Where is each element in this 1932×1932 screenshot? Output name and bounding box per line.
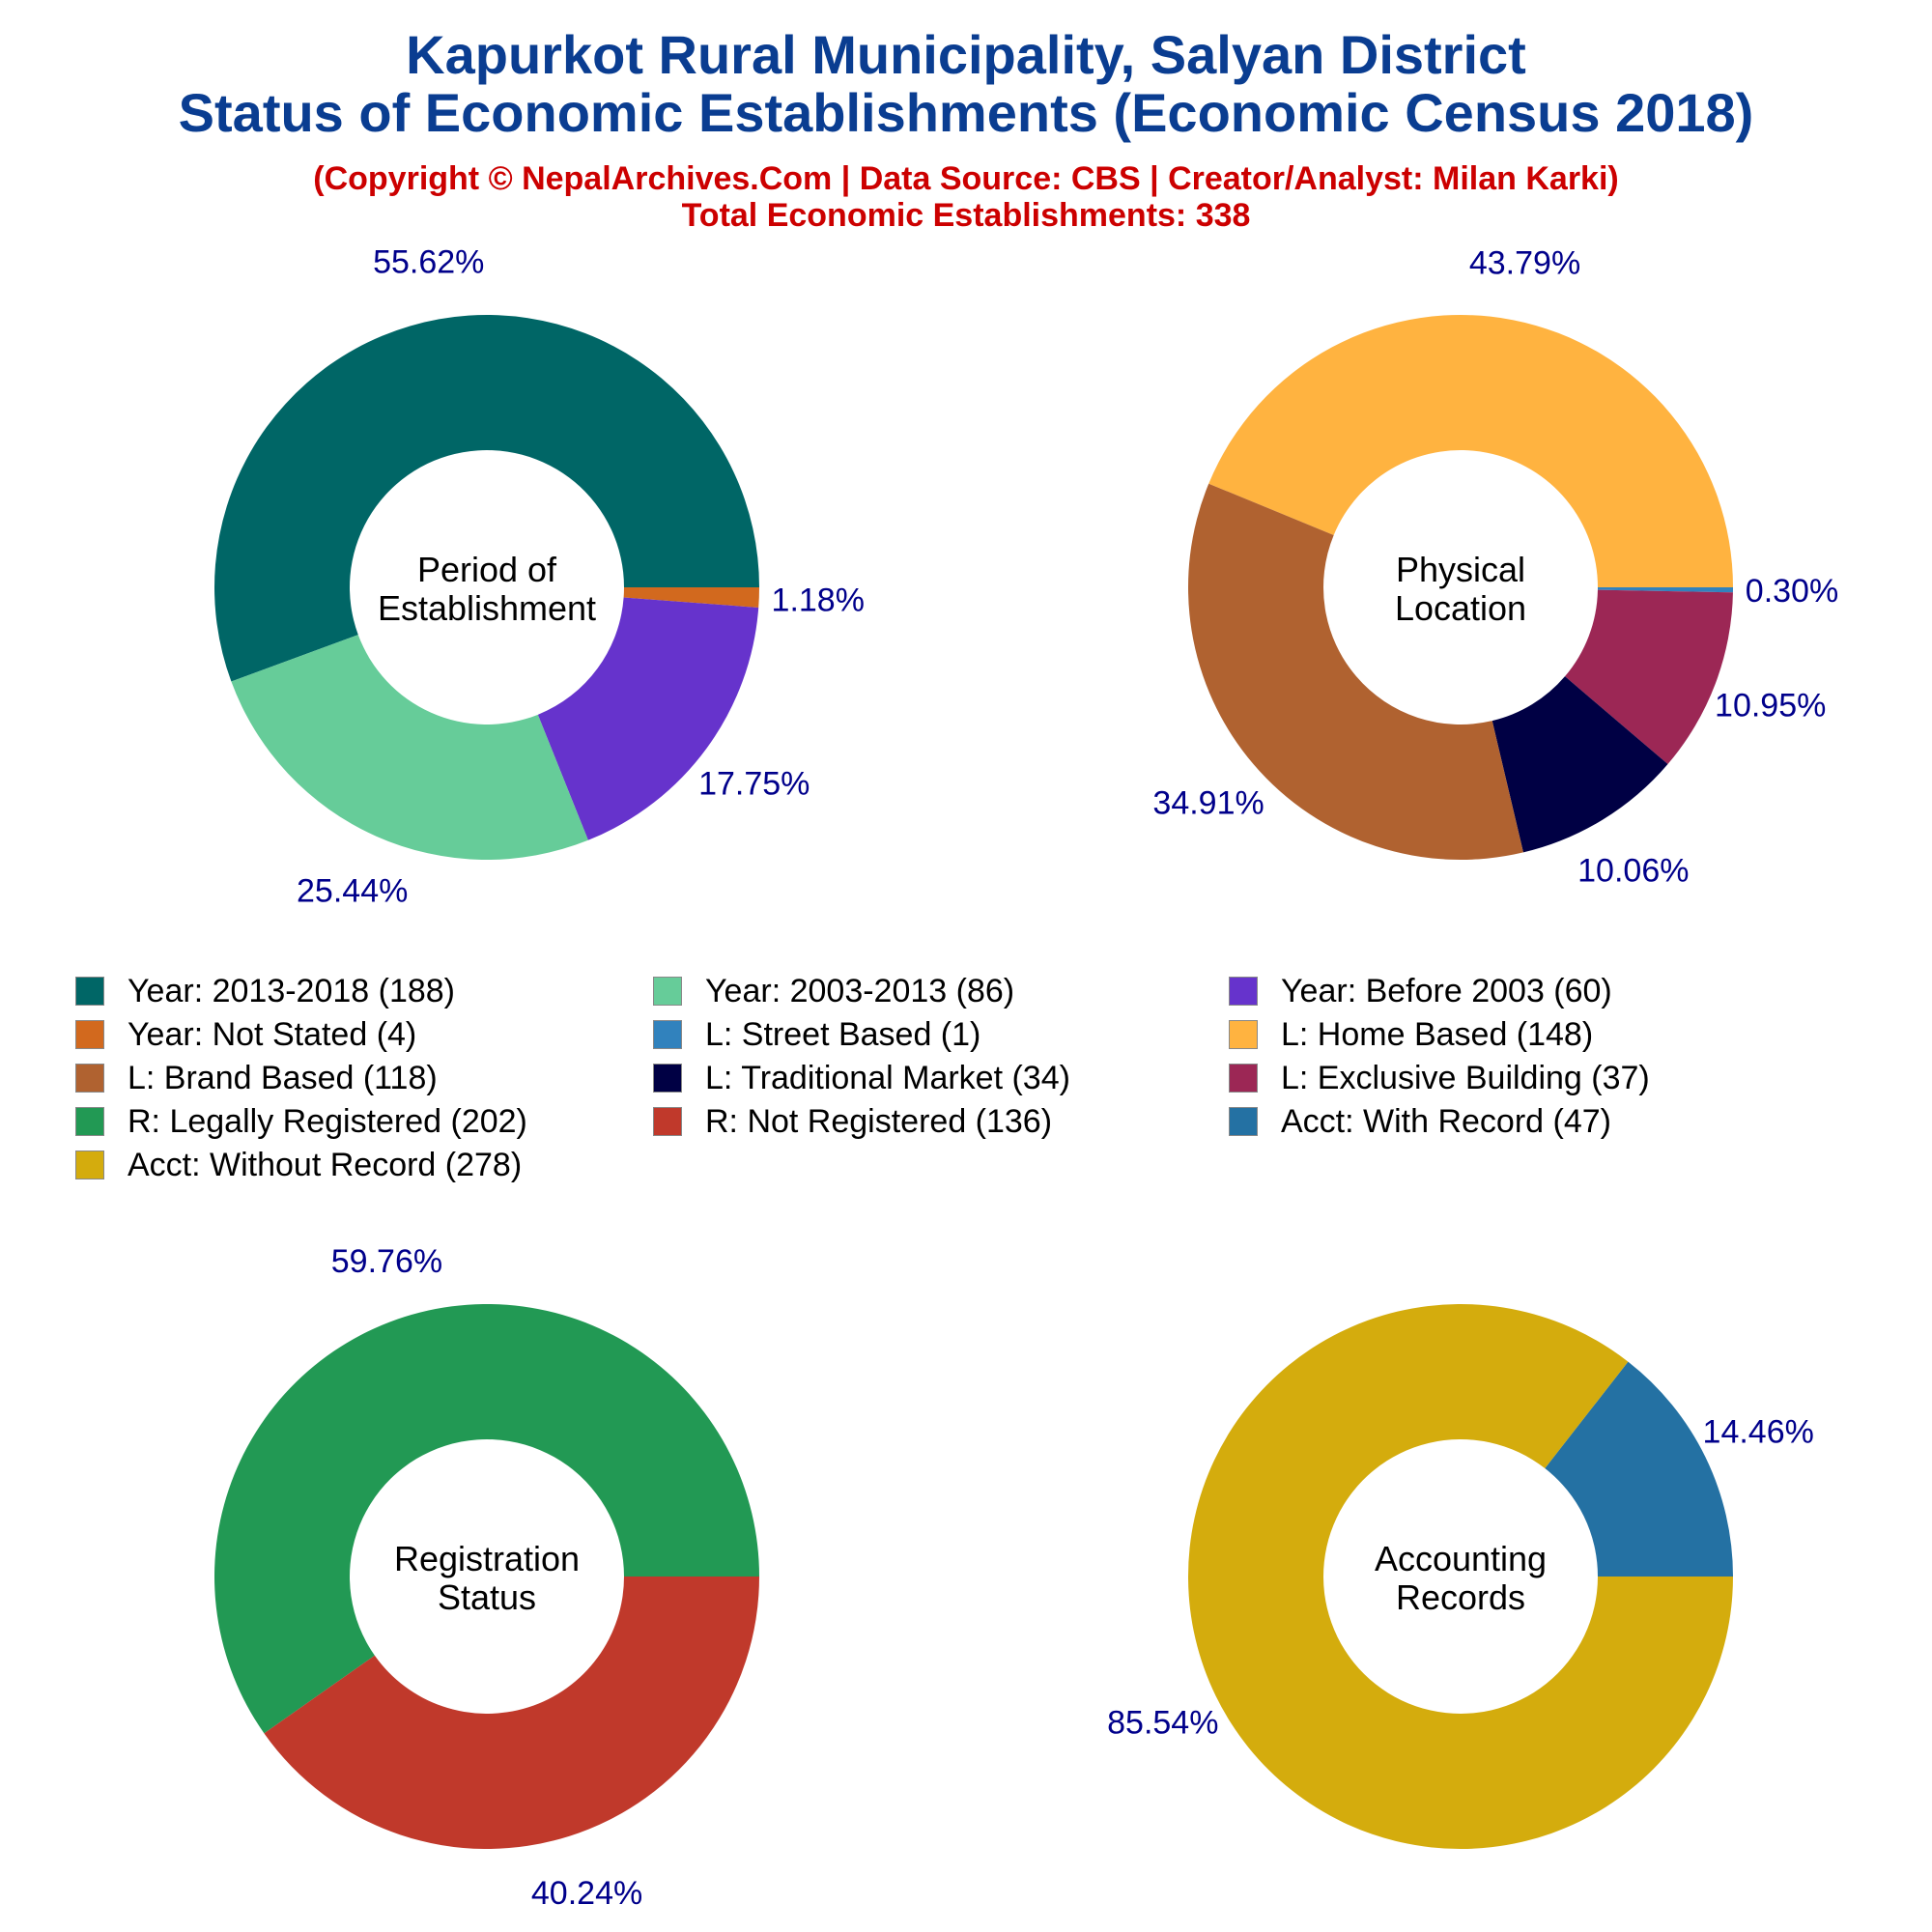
legend-swatch — [75, 977, 104, 1006]
pie-slice — [537, 597, 759, 840]
legend-item: Acct: Without Record (278) — [75, 1146, 522, 1184]
slice-percent-label: 43.79% — [1469, 245, 1580, 282]
donut-center-label: Accounting — [1375, 1539, 1547, 1578]
pie-slice — [213, 315, 759, 682]
pie-slice — [1187, 1304, 1733, 1849]
donut-center-label: Period of — [417, 550, 557, 589]
legend-swatch — [75, 1107, 104, 1136]
slice-percent-label: 10.95% — [1715, 688, 1826, 724]
pie-slice — [231, 635, 588, 860]
legend-item: L: Home Based (148) — [1229, 1015, 1593, 1054]
legend-item: Acct: With Record (47) — [1229, 1102, 1611, 1141]
legend-swatch — [653, 1064, 682, 1093]
chart-title-line2: Status of Economic Establishments (Econo… — [178, 82, 1754, 143]
legend-item: Year: 2003-2013 (86) — [653, 972, 1014, 1010]
legend-label: Acct: With Record (47) — [1281, 1102, 1611, 1140]
slice-percent-label: 14.46% — [1703, 1413, 1814, 1450]
legend-label: R: Not Registered (136) — [705, 1102, 1053, 1140]
donut-center-label: Status — [438, 1577, 536, 1617]
donut-chart-1: 55.62% 1.18% 17.75% 25.44% Period ofEstablis… — [213, 243, 865, 909]
legend-swatch — [75, 1020, 104, 1049]
legend-swatch — [653, 1020, 682, 1049]
slice-percent-label: 55.62% — [373, 243, 484, 280]
pie-slice — [1545, 1361, 1733, 1577]
legend-label: Year: 2003-2013 (86) — [705, 972, 1015, 1009]
legend-swatch — [653, 977, 682, 1006]
legend-swatch — [1229, 1020, 1258, 1049]
slice-percent-label: 40.24% — [531, 1875, 642, 1912]
legend-label: Year: Not Stated (4) — [128, 1015, 417, 1053]
pie-slice — [1597, 587, 1733, 593]
legend-swatch — [1229, 1107, 1258, 1136]
slice-percent-label: 85.54% — [1107, 1705, 1218, 1742]
pie-slice — [264, 1577, 760, 1850]
pie-slice — [1565, 589, 1733, 765]
pie-slice — [1492, 676, 1668, 853]
legend-swatch — [75, 1064, 104, 1093]
donut-center-label: Physical — [1396, 550, 1525, 589]
legend-label: Acct: Without Record (278) — [128, 1146, 523, 1183]
slice-percent-label: 1.18% — [772, 582, 865, 619]
legend-label: R: Legally Registered (202) — [128, 1102, 527, 1140]
donut-center-label: Establishment — [378, 588, 596, 628]
legend-item: L: Brand Based (118) — [75, 1059, 438, 1097]
legend-swatch — [75, 1151, 104, 1179]
slice-percent-label: 59.76% — [331, 1243, 442, 1280]
donut-center-label: Records — [1396, 1577, 1525, 1617]
legend-item: Year: Before 2003 (60) — [1229, 972, 1612, 1010]
pie-slice — [1208, 315, 1733, 587]
legend-label: L: Traditional Market (34) — [705, 1059, 1070, 1096]
donut-center-label: Location — [1395, 588, 1526, 628]
legend-item: R: Legally Registered (202) — [75, 1102, 527, 1141]
legend-swatch — [1229, 977, 1258, 1006]
donut-chart-2: 43.79% 0.30% 10.95% 10.06% 34.91% PhysicalLoc… — [1152, 245, 1838, 890]
legend-label: L: Brand Based (118) — [128, 1059, 438, 1096]
legend-item: R: Not Registered (136) — [653, 1102, 1052, 1141]
legend-label: L: Street Based (1) — [705, 1015, 981, 1053]
legend-label: L: Exclusive Building (37) — [1281, 1059, 1650, 1096]
pie-slice — [1188, 483, 1523, 860]
pie-slice — [214, 1304, 759, 1734]
pie-slice — [623, 587, 759, 608]
legend-item: Year: 2013-2018 (188) — [75, 972, 455, 1010]
chart-title-line1: Kapurkot Rural Municipality, Salyan Dist… — [406, 24, 1526, 85]
slice-percent-label: 0.30% — [1746, 573, 1838, 610]
chart-subtitle: (Copyright © NepalArchives.Com | Data So… — [313, 160, 1619, 197]
slice-percent-label: 25.44% — [297, 872, 408, 909]
legend-item: Year: Not Stated (4) — [75, 1015, 416, 1054]
legend-label: Year: 2013-2018 (188) — [128, 972, 456, 1009]
chart-total: Total Economic Establishments: 338 — [681, 197, 1251, 234]
legend-item: L: Exclusive Building (37) — [1229, 1059, 1650, 1097]
legend-swatch — [653, 1107, 682, 1136]
slice-percent-label: 17.75% — [698, 766, 810, 803]
legend-item: L: Street Based (1) — [653, 1015, 980, 1054]
legend-label: L: Home Based (148) — [1281, 1015, 1594, 1053]
legend-item: L: Traditional Market (34) — [653, 1059, 1070, 1097]
slice-percent-label: 10.06% — [1577, 853, 1689, 890]
legend-swatch — [1229, 1064, 1258, 1093]
legend-label: Year: Before 2003 (60) — [1281, 972, 1612, 1009]
donut-center-label: Registration — [394, 1539, 580, 1578]
slice-percent-label: 34.91% — [1152, 785, 1264, 822]
